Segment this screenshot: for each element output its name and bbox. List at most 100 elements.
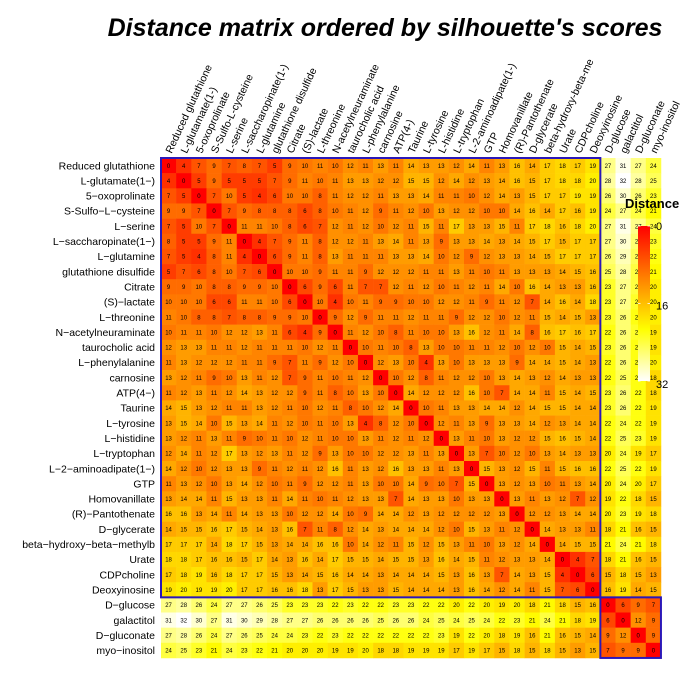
cell-value: 12	[483, 194, 490, 200]
cell-value: 11	[438, 406, 445, 412]
heatmap-cell	[645, 385, 662, 401]
heatmap-cell	[251, 158, 268, 174]
cell-value: 13	[165, 421, 172, 427]
heatmap-cell	[342, 400, 359, 416]
heatmap-cell	[161, 158, 177, 174]
cell-value: 13	[514, 255, 521, 261]
cell-value: 10	[347, 361, 354, 367]
cell-value: 13	[226, 467, 233, 473]
cell-value: 13	[377, 573, 384, 579]
heatmap-cell	[570, 354, 586, 371]
cell-value: 16	[468, 588, 475, 594]
legend-color-bar	[638, 226, 650, 381]
cell-value: 24	[286, 633, 293, 639]
heatmap-cell	[464, 461, 480, 477]
cell-value: 11	[393, 315, 400, 321]
heatmap-cell	[388, 551, 404, 568]
cell-value: 15	[180, 421, 187, 427]
heatmap-cell	[373, 506, 389, 522]
cell-value: 14	[423, 588, 430, 594]
cell-value: 11	[484, 346, 491, 352]
cell-value: 27	[302, 618, 309, 624]
heatmap-cell	[615, 551, 631, 568]
cell-value: 12	[317, 406, 324, 412]
heatmap-cell	[554, 506, 571, 522]
heatmap-cell	[585, 173, 601, 189]
cell-value: 18	[650, 512, 657, 518]
heatmap-cell	[221, 642, 238, 659]
heatmap-cell	[388, 218, 404, 235]
heatmap-cell	[539, 233, 556, 250]
cell-value: 12	[514, 527, 521, 533]
heatmap-cell	[494, 294, 510, 310]
cell-value: 12	[408, 315, 415, 321]
heatmap-cell	[221, 203, 238, 219]
heatmap-cell	[191, 385, 207, 401]
heatmap-cell	[282, 536, 298, 553]
cell-value: 7	[364, 285, 368, 291]
heatmap-cell	[448, 612, 465, 628]
cell-value: 18	[226, 543, 233, 549]
heatmap-cell	[312, 536, 328, 553]
heatmap-cell	[433, 476, 450, 492]
heatmap-cell	[494, 551, 510, 568]
heatmap-cell	[464, 567, 480, 583]
cell-value: 7	[288, 361, 292, 367]
heatmap-cell	[388, 354, 404, 371]
cell-value: 23	[650, 194, 657, 200]
heatmap-cell	[297, 521, 313, 538]
heatmap-cell	[161, 461, 177, 477]
cell-value: 11	[272, 421, 279, 427]
heatmap-cell	[479, 582, 495, 598]
cell-value: 12	[377, 270, 384, 276]
cell-value: 25	[620, 467, 627, 473]
cell-value: 12	[529, 346, 536, 352]
heatmap-cell	[524, 430, 541, 447]
cell-value: 13	[589, 361, 596, 367]
cell-value: 9	[288, 255, 292, 261]
cell-value: 5	[258, 179, 262, 185]
heatmap-cell	[464, 188, 480, 204]
cell-value: 8	[318, 255, 322, 261]
cell-value: 22	[499, 618, 506, 624]
cell-value: 17	[559, 255, 566, 261]
heatmap-cell	[554, 536, 571, 553]
cell-value: 10	[483, 436, 490, 442]
cell-value: 10	[332, 436, 339, 442]
heatmap-cell	[615, 612, 631, 628]
cell-value: 10	[347, 452, 354, 458]
heatmap-cell	[373, 264, 389, 280]
heatmap-cell	[267, 248, 283, 265]
cell-value: 0	[334, 330, 338, 336]
heatmap-cell	[161, 445, 177, 462]
cell-value: 9	[167, 285, 171, 291]
cell-value: 11	[484, 164, 491, 170]
cell-value: 10	[453, 497, 460, 503]
heatmap-cell	[373, 567, 389, 583]
cell-value: 15	[589, 391, 596, 397]
cell-value: 13	[559, 421, 566, 427]
heatmap-cell	[524, 461, 541, 477]
heatmap-cell	[176, 385, 192, 401]
cell-value: 15	[347, 588, 354, 594]
cell-value: 10	[347, 300, 354, 306]
cell-value: 14	[408, 482, 415, 488]
cell-value: 22	[605, 436, 612, 442]
cell-value: 11	[378, 346, 385, 352]
heatmap-cell	[524, 233, 541, 250]
heatmap-cell	[554, 445, 571, 462]
cell-value: 23	[605, 346, 612, 352]
cell-value: 22	[256, 649, 263, 655]
cell-value: 4	[182, 164, 186, 170]
heatmap-cell	[645, 158, 662, 174]
cell-value: 15	[589, 649, 596, 655]
heatmap-cell	[600, 567, 616, 583]
cell-value: 13	[362, 179, 369, 185]
heatmap-cell	[524, 158, 541, 174]
cell-value: 7	[197, 209, 201, 215]
cell-value: 12	[256, 452, 263, 458]
heatmap-cell	[600, 339, 616, 356]
cell-value: 19	[605, 497, 612, 503]
cell-value: 10	[483, 391, 490, 397]
cell-value: 13	[196, 346, 203, 352]
